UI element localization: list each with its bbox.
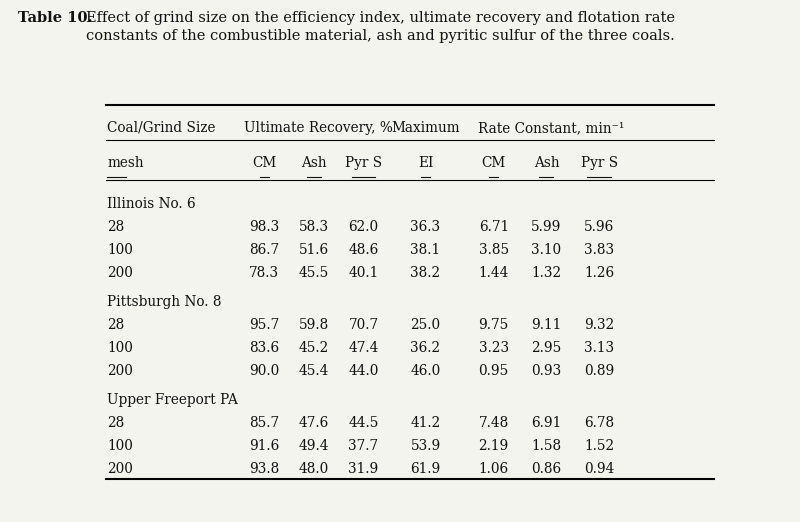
Text: 200: 200 xyxy=(107,364,134,378)
Text: 200: 200 xyxy=(107,462,134,476)
Text: 6.78: 6.78 xyxy=(584,417,614,430)
Text: 0.89: 0.89 xyxy=(584,364,614,378)
Text: 3.13: 3.13 xyxy=(584,341,614,355)
Text: CM: CM xyxy=(252,156,277,170)
Text: 48.0: 48.0 xyxy=(298,462,329,476)
Text: 28: 28 xyxy=(107,417,125,430)
Text: Pittsburgh No. 8: Pittsburgh No. 8 xyxy=(107,295,222,310)
Text: 95.7: 95.7 xyxy=(249,318,279,333)
Text: 47.6: 47.6 xyxy=(298,417,329,430)
Text: 45.2: 45.2 xyxy=(298,341,329,355)
Text: 1.58: 1.58 xyxy=(531,439,562,453)
Text: 45.5: 45.5 xyxy=(298,266,329,280)
Text: 78.3: 78.3 xyxy=(250,266,279,280)
Text: 0.93: 0.93 xyxy=(531,364,562,378)
Text: 40.1: 40.1 xyxy=(348,266,378,280)
Text: 28: 28 xyxy=(107,318,125,333)
Text: 90.0: 90.0 xyxy=(249,364,279,378)
Text: 61.9: 61.9 xyxy=(410,462,441,476)
Text: 3.10: 3.10 xyxy=(531,243,562,257)
Text: 0.86: 0.86 xyxy=(531,462,562,476)
Text: Illinois No. 6: Illinois No. 6 xyxy=(107,197,196,211)
Text: 62.0: 62.0 xyxy=(349,220,378,234)
Text: 3.83: 3.83 xyxy=(584,243,614,257)
Text: 6.71: 6.71 xyxy=(478,220,509,234)
Text: 100: 100 xyxy=(107,243,134,257)
Text: 59.8: 59.8 xyxy=(298,318,329,333)
Text: 5.96: 5.96 xyxy=(584,220,614,234)
Text: 9.11: 9.11 xyxy=(531,318,562,333)
Text: 1.32: 1.32 xyxy=(531,266,562,280)
Text: 100: 100 xyxy=(107,439,134,453)
Text: 53.9: 53.9 xyxy=(410,439,441,453)
Text: 86.7: 86.7 xyxy=(250,243,279,257)
Text: Upper Freeport PA: Upper Freeport PA xyxy=(107,394,238,408)
Text: 25.0: 25.0 xyxy=(410,318,441,333)
Text: Ash: Ash xyxy=(534,156,559,170)
Text: 48.6: 48.6 xyxy=(348,243,378,257)
Text: Rate Constant, min⁻¹: Rate Constant, min⁻¹ xyxy=(478,121,625,135)
Text: 3.85: 3.85 xyxy=(478,243,509,257)
Text: 1.06: 1.06 xyxy=(478,462,509,476)
Text: 100: 100 xyxy=(107,341,134,355)
Text: 58.3: 58.3 xyxy=(299,220,329,234)
Text: 3.23: 3.23 xyxy=(478,341,509,355)
Text: 38.2: 38.2 xyxy=(410,266,441,280)
Text: 93.8: 93.8 xyxy=(249,462,279,476)
Text: 44.0: 44.0 xyxy=(348,364,378,378)
Text: Coal/Grind Size: Coal/Grind Size xyxy=(107,121,216,135)
Text: 41.2: 41.2 xyxy=(410,417,441,430)
Text: 9.75: 9.75 xyxy=(478,318,509,333)
Text: Ultimate Recovery, %: Ultimate Recovery, % xyxy=(245,121,394,135)
Text: 37.7: 37.7 xyxy=(349,439,378,453)
Text: 36.2: 36.2 xyxy=(410,341,441,355)
Text: 44.5: 44.5 xyxy=(348,417,378,430)
Text: 31.9: 31.9 xyxy=(348,462,378,476)
Text: 6.91: 6.91 xyxy=(531,417,562,430)
Text: 38.1: 38.1 xyxy=(410,243,441,257)
Text: 45.4: 45.4 xyxy=(298,364,329,378)
Text: 2.95: 2.95 xyxy=(531,341,562,355)
Text: 9.32: 9.32 xyxy=(584,318,614,333)
Text: 1.26: 1.26 xyxy=(584,266,614,280)
Text: 36.3: 36.3 xyxy=(410,220,441,234)
Text: Table 10.: Table 10. xyxy=(18,11,92,26)
Text: 46.0: 46.0 xyxy=(410,364,441,378)
Text: constants of the combustible material, ash and pyritic sulfur of the three coals: constants of the combustible material, a… xyxy=(86,29,675,43)
Text: 28: 28 xyxy=(107,220,125,234)
Text: 0.94: 0.94 xyxy=(584,462,614,476)
Text: Maximum: Maximum xyxy=(391,121,460,135)
Text: Pyr S: Pyr S xyxy=(345,156,382,170)
Text: 98.3: 98.3 xyxy=(249,220,279,234)
Text: 83.6: 83.6 xyxy=(250,341,279,355)
Text: mesh: mesh xyxy=(107,156,144,170)
Text: 1.52: 1.52 xyxy=(584,439,614,453)
Text: Ash: Ash xyxy=(301,156,326,170)
Text: EI: EI xyxy=(418,156,433,170)
Text: 51.6: 51.6 xyxy=(299,243,329,257)
Text: 200: 200 xyxy=(107,266,134,280)
Text: 1.44: 1.44 xyxy=(478,266,509,280)
Text: 5.99: 5.99 xyxy=(531,220,562,234)
Text: 0.95: 0.95 xyxy=(478,364,509,378)
Text: 49.4: 49.4 xyxy=(298,439,329,453)
Text: CM: CM xyxy=(482,156,506,170)
Text: 70.7: 70.7 xyxy=(349,318,378,333)
Text: Pyr S: Pyr S xyxy=(581,156,618,170)
Text: 91.6: 91.6 xyxy=(249,439,279,453)
Text: 2.19: 2.19 xyxy=(478,439,509,453)
Text: 47.4: 47.4 xyxy=(348,341,378,355)
Text: 7.48: 7.48 xyxy=(478,417,509,430)
Text: Effect of grind size on the efficiency index, ultimate recovery and flotation ra: Effect of grind size on the efficiency i… xyxy=(86,11,675,26)
Text: 85.7: 85.7 xyxy=(250,417,279,430)
